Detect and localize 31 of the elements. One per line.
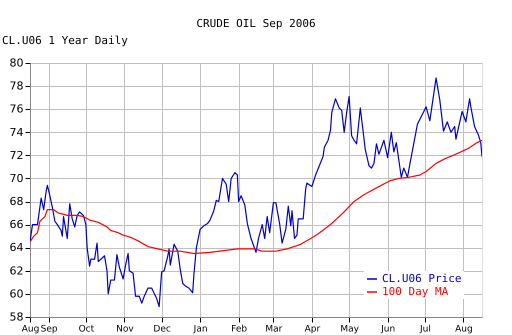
y-tick-label: 62 [10, 264, 24, 278]
x-tick-label: Jun [380, 324, 396, 334]
x-tick-label: Aug [455, 324, 473, 334]
y-tick-label: 76 [10, 102, 24, 116]
y-tick-label: 72 [10, 148, 24, 162]
x-tick-label: Aug [22, 324, 40, 334]
x-tick-label: Apr [304, 324, 320, 334]
legend-label: 100 Day MA [382, 285, 449, 298]
y-tick-label: 74 [10, 126, 24, 139]
y-tick-label: 70 [10, 172, 24, 185]
y-tick-label: 78 [10, 80, 24, 93]
x-tick-label: Dec [153, 324, 171, 334]
x-tick-label: Jan [192, 324, 208, 334]
chart-title: CRUDE OIL Sep 2006 [196, 17, 316, 30]
y-tick-label: 80 [10, 56, 24, 70]
x-tick-label: Feb [231, 324, 248, 334]
legend-label: CL.U06 Price [382, 272, 462, 285]
line-series [30, 140, 482, 254]
x-tick-label: Mar [265, 324, 283, 334]
line-series [30, 77, 482, 308]
x-tick-label: Nov [116, 324, 134, 334]
y-tick-label: 66 [10, 218, 24, 232]
y-tick-label: 58 [10, 310, 24, 324]
x-tick-label: Oct [78, 324, 95, 334]
x-tick-label: May [340, 324, 360, 334]
text: CL.U06 1 Year Daily [2, 34, 128, 47]
x-tick-label: Jul [418, 324, 431, 334]
x-tick-label: Sep [40, 324, 58, 334]
y-tick-label: 68 [10, 195, 24, 208]
y-tick-label: 64 [10, 241, 24, 254]
y-tick-label: 60 [10, 287, 24, 300]
